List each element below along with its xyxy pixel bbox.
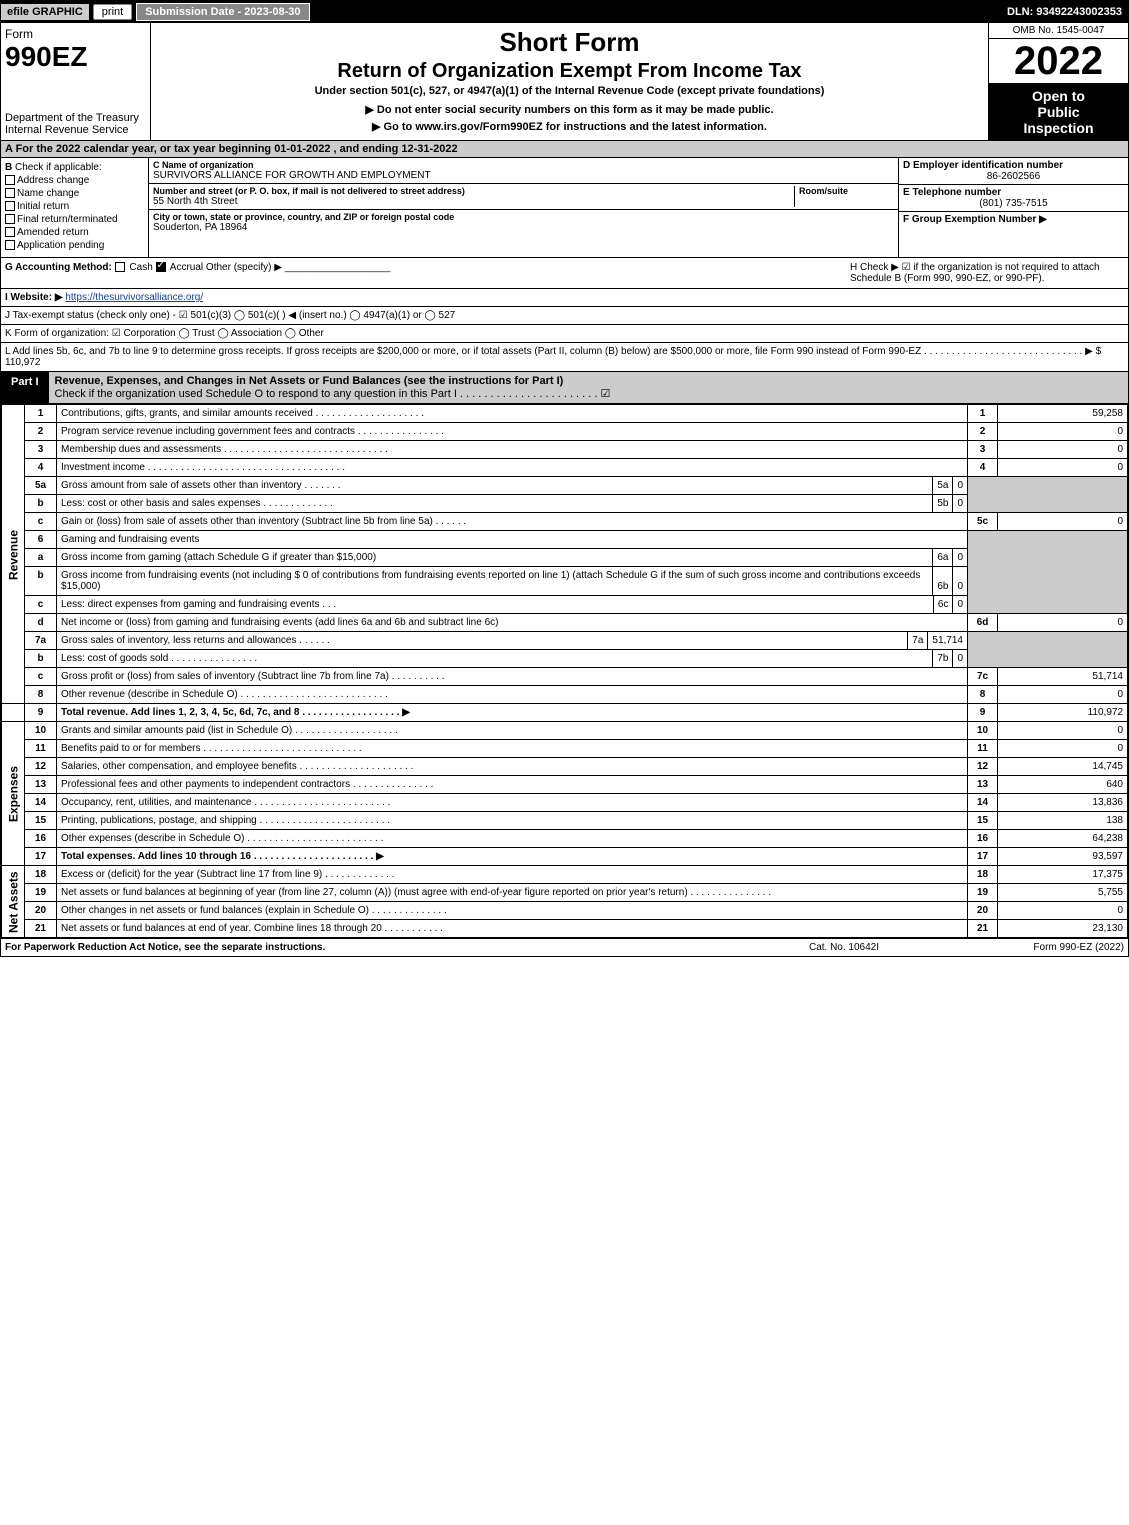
phone-label: E Telephone number: [903, 187, 1124, 198]
section-d-e-f: D Employer identification number 86-2602…: [898, 158, 1128, 257]
row-g-h: G Accounting Method: Cash Accrual Other …: [1, 258, 1128, 289]
city-state-zip: Souderton, PA 18964: [153, 222, 894, 233]
part1-subtitle: Check if the organization used Schedule …: [55, 388, 611, 400]
omb-number: OMB No. 1545-0047: [989, 23, 1128, 39]
top-bar: efile GRAPHIC print Submission Date - 20…: [1, 1, 1128, 23]
row-h: H Check ▶ ☑ if the organization is not r…: [844, 262, 1124, 284]
footer-catalog: Cat. No. 10642I: [744, 942, 944, 953]
section-b: B Check if applicable: Address change Na…: [1, 158, 149, 257]
row-k-org-form: K Form of organization: ☑ Corporation ◯ …: [1, 325, 1128, 343]
part1-title: Revenue, Expenses, and Changes in Net As…: [55, 375, 564, 387]
row-a-tax-year: A For the 2022 calendar year, or tax yea…: [1, 141, 1128, 158]
revenue-section-label: Revenue: [2, 405, 25, 704]
checkbox-accrual[interactable]: [156, 262, 166, 272]
room-label: Room/suite: [799, 186, 894, 196]
street-label: Number and street (or P. O. box, if mail…: [153, 186, 794, 196]
net-assets-section-label: Net Assets: [2, 866, 25, 938]
form-number: 990EZ: [5, 41, 88, 72]
expenses-section-label: Expenses: [2, 722, 25, 866]
city-label: City or town, state or province, country…: [153, 212, 894, 222]
checkbox-address-change[interactable]: Address change: [5, 175, 144, 186]
goto-link[interactable]: ▶ Go to www.irs.gov/Form990EZ for instru…: [157, 120, 982, 133]
row-j-tax-status: J Tax-exempt status (check only one) - ☑…: [1, 307, 1128, 325]
org-name: SURVIVORS ALLIANCE FOR GROWTH AND EMPLOY…: [153, 170, 894, 181]
efile-label: efile GRAPHIC: [1, 4, 89, 20]
part-1-header: Part I Revenue, Expenses, and Changes in…: [1, 372, 1128, 404]
print-button[interactable]: print: [93, 4, 132, 20]
checkbox-application-pending[interactable]: Application pending: [5, 240, 144, 251]
do-not-enter: ▶ Do not enter social security numbers o…: [157, 103, 982, 116]
form-word: Form: [5, 27, 33, 41]
page-footer: For Paperwork Reduction Act Notice, see …: [1, 938, 1128, 956]
checkbox-cash[interactable]: [115, 262, 125, 272]
org-name-label: C Name of organization: [153, 160, 894, 170]
phone-value: (801) 735-7515: [903, 198, 1124, 209]
footer-form-ref: Form 990-EZ (2022): [944, 942, 1124, 953]
checkbox-final-return[interactable]: Final return/terminated: [5, 214, 144, 225]
ein-value: 86-2602566: [903, 171, 1124, 182]
submission-date: Submission Date - 2023-08-30: [136, 3, 309, 21]
short-form-title: Short Form: [157, 27, 982, 58]
ein-label: D Employer identification number: [903, 160, 1124, 171]
footer-notice: For Paperwork Reduction Act Notice, see …: [5, 942, 744, 953]
open-public-badge: Open to Public Inspection: [989, 84, 1128, 140]
dln-label: DLN: 93492243002353: [1001, 4, 1128, 20]
section-c: C Name of organization SURVIVORS ALLIANC…: [149, 158, 898, 257]
checkbox-initial-return[interactable]: Initial return: [5, 201, 144, 212]
group-exemption-label: F Group Exemption Number ▶: [903, 214, 1124, 225]
section-b-c-d-e-f: B Check if applicable: Address change Na…: [1, 158, 1128, 258]
row-l-gross-receipts: L Add lines 5b, 6c, and 7b to line 9 to …: [1, 343, 1128, 372]
row-i-website: I Website: ▶ https://thesurvivorsallianc…: [1, 289, 1128, 307]
checkbox-amended-return[interactable]: Amended return: [5, 227, 144, 238]
street-address: 55 North 4th Street: [153, 196, 794, 207]
website-link[interactable]: https://thesurvivorsalliance.org/: [65, 292, 203, 303]
under-section: Under section 501(c), 527, or 4947(a)(1)…: [157, 85, 982, 97]
tax-year: 2022: [989, 39, 1128, 84]
return-title: Return of Organization Exempt From Incom…: [157, 60, 982, 83]
form-990ez: efile GRAPHIC print Submission Date - 20…: [0, 0, 1129, 957]
form-header: Form 990EZ Department of the Treasury In…: [1, 23, 1128, 141]
part1-table: Revenue 1Contributions, gifts, grants, a…: [1, 404, 1128, 938]
checkbox-name-change[interactable]: Name change: [5, 188, 144, 199]
department-label: Department of the Treasury Internal Reve…: [5, 112, 146, 136]
